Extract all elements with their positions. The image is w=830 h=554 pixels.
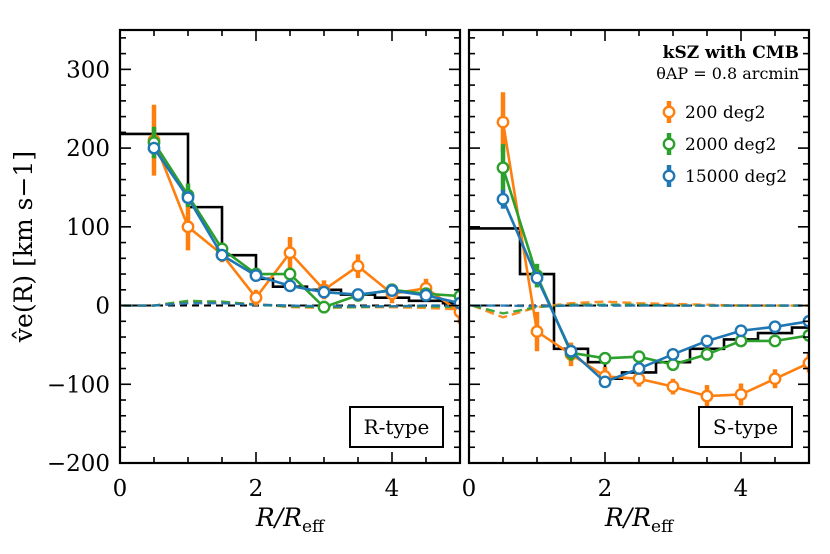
x-tick-label: 2 [249,476,264,502]
data-point [734,334,748,348]
model-curve [472,303,809,315]
y-tick-label: −100 [47,372,110,398]
data-point [768,372,782,386]
data-point [317,285,331,299]
legend-label: 200 deg2 [685,103,766,123]
data-point [598,375,612,389]
y-axis-label: v̂e(R) [km s−1] [9,151,38,343]
model-curve [472,304,809,308]
data-point [768,320,782,334]
legend-entry: 15000 deg2 [662,165,787,187]
legend-marker [662,137,676,151]
legend-entry: 200 deg2 [662,101,766,123]
panel-r-type: 0 2 4 300 200 100 0 −100 −200 R/Reff R-type [47,28,462,537]
plot-area [469,92,809,408]
data-point [700,334,714,348]
data-point [666,358,680,371]
data-point [249,291,263,305]
y-tick-label: 100 [66,215,110,241]
data-point [147,141,161,155]
legend-label: 15000 deg2 [685,167,787,187]
y-tick-label: 200 [66,136,110,162]
panel-label-box [349,406,444,448]
data-point [496,192,510,206]
data-point [530,325,544,338]
data-point [496,161,510,175]
data-point [564,344,578,358]
legend-marker [662,105,676,119]
x-tick-label: 4 [385,476,400,502]
x-tick-label: 0 [113,476,128,502]
y-tick-label: −200 [47,451,110,477]
data-point [632,350,646,364]
data-point [249,269,263,283]
data-point [181,220,195,234]
legend-title: kSZ with CMB [663,43,799,63]
legend-marker [662,169,676,183]
x-axis-label: R/Reff [604,503,675,537]
data-point [385,284,399,297]
data-point [666,347,680,361]
series-line [501,121,809,398]
series-line [152,147,460,305]
data-point [734,324,748,338]
data-point [598,351,612,365]
panel-label: S-type [713,415,778,439]
x-tick-label: 2 [598,476,613,502]
step-profile [120,132,460,305]
series-15000-deg2 [496,189,809,389]
data-point [181,191,195,205]
data-point [768,334,782,348]
model-curve [123,301,460,308]
data-point [283,246,297,260]
data-point [632,362,646,375]
plot-area [120,104,460,324]
y-tick-label: 300 [66,57,110,83]
data-point [700,347,714,361]
series-line [501,198,809,384]
series-line [501,167,809,366]
x-tick-label: 0 [462,476,477,502]
x-tick-label: 4 [734,476,749,502]
data-point [666,380,680,394]
data-point [419,288,433,302]
panel-s-type: 0 2 4 R/Reff S-type [462,28,811,537]
data-point [215,248,229,262]
legend-label: 2000 deg2 [685,135,776,155]
data-point [351,259,365,273]
legend-entry: 2000 deg2 [662,133,776,155]
panel-label-box [698,406,793,448]
data-point [283,267,297,281]
x-axis-label: R/Reff [255,503,326,537]
series-15000-deg2 [147,141,460,310]
data-point [496,115,510,129]
data-point [734,388,748,401]
y-tick-label: 0 [95,294,110,320]
data-point [632,372,646,386]
series-line [152,141,460,309]
legend-subtitle: θAP = 0.8 arcmin [656,64,799,83]
data-point [530,271,544,285]
data-point [700,389,714,403]
data-point [283,279,297,293]
data-point [317,300,331,314]
data-point [351,288,365,301]
series-200-deg2 [496,92,809,408]
panel-label: R-type [364,415,430,439]
